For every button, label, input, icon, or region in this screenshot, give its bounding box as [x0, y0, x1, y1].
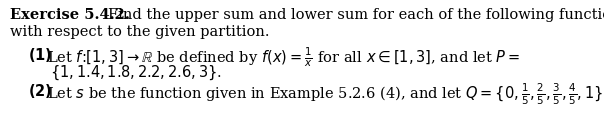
- Text: $\mathbf{(1)}$: $\mathbf{(1)}$: [28, 46, 52, 64]
- Text: $\{1, 1.4, 1.8, 2.2, 2.6, 3\}$.: $\{1, 1.4, 1.8, 2.2, 2.6, 3\}$.: [50, 64, 222, 82]
- Text: Find the upper sum and lower sum for each of the following functions: Find the upper sum and lower sum for eac…: [108, 8, 604, 22]
- Text: $\mathbf{(2)}$: $\mathbf{(2)}$: [28, 82, 52, 100]
- Text: with respect to the given partition.: with respect to the given partition.: [10, 25, 269, 39]
- Text: Exercise 5.4.2.: Exercise 5.4.2.: [10, 8, 130, 22]
- Text: Let $f\colon [1,3] \to \mathbb{R}$ be defined by $f(x) = \frac{1}{x}$ for all $x: Let $f\colon [1,3] \to \mathbb{R}$ be de…: [47, 46, 520, 69]
- Text: Let $s$ be the function given in Example 5.2.6 (4), and let $Q = \{0, \frac{1}{5: Let $s$ be the function given in Example…: [47, 82, 604, 107]
